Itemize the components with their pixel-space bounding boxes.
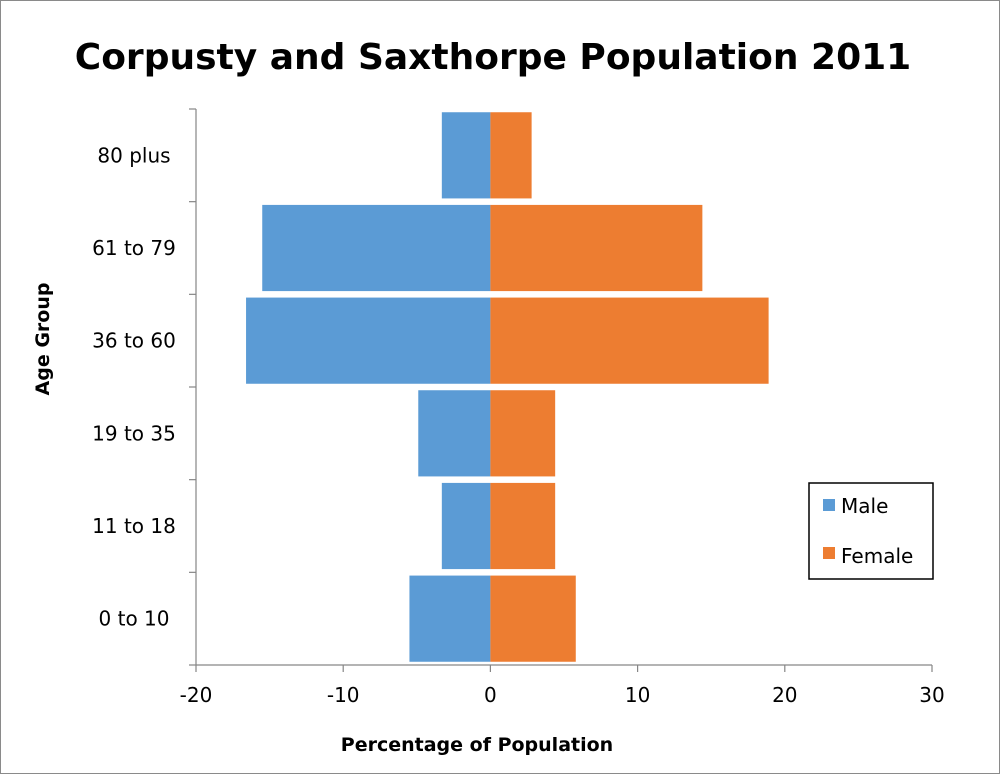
x-axis-title: Percentage of Population <box>341 734 613 756</box>
bar-male-80-plus <box>441 112 491 199</box>
x-tick-label: 20 <box>772 683 797 707</box>
legend-swatch-male <box>823 499 835 511</box>
bar-male-11-to-18 <box>441 482 491 570</box>
bar-female-19-to-35 <box>490 390 556 477</box>
x-tick-label: 30 <box>919 683 944 707</box>
y-tick-label: 0 to 10 <box>99 607 170 631</box>
x-tick-label: 10 <box>625 683 650 707</box>
y-tick-label: 80 plus <box>97 143 170 167</box>
bar-female-11-to-18 <box>490 482 556 570</box>
bars-layer <box>246 112 769 662</box>
bar-male-61-to-79 <box>262 204 491 292</box>
x-tick-label: 0 <box>484 683 497 707</box>
y-tick-label: 61 to 79 <box>92 236 176 260</box>
bar-male-19-to-35 <box>418 390 491 477</box>
axes-layer <box>189 108 933 672</box>
y-axis-title: Age Group <box>32 283 54 396</box>
y-tick-label: 36 to 60 <box>92 329 176 353</box>
legend-label-female: Female <box>841 544 913 568</box>
x-tick-label: -10 <box>327 683 360 707</box>
x-tick-label: -20 <box>180 683 213 707</box>
bar-male-36-to-60 <box>246 297 491 384</box>
y-tick-label: 19 to 35 <box>92 421 176 445</box>
bar-female-80-plus <box>490 112 532 199</box>
y-tick-label: 11 to 18 <box>92 514 176 538</box>
chart-title: Corpusty and Saxthorpe Population 2011 <box>75 37 911 78</box>
ticks-layer: -20 -10 0 10 20 30 0 to 10 11 to 18 19 to 35 36 t… <box>92 143 945 707</box>
legend: Male Female <box>808 482 934 580</box>
legend-swatch-female <box>823 547 835 559</box>
legend-label-male: Male <box>841 494 888 518</box>
bar-male-0-to-10 <box>409 575 491 662</box>
bar-female-61-to-79 <box>490 204 703 292</box>
bar-female-36-to-60 <box>490 297 769 384</box>
bar-female-0-to-10 <box>490 575 576 662</box>
